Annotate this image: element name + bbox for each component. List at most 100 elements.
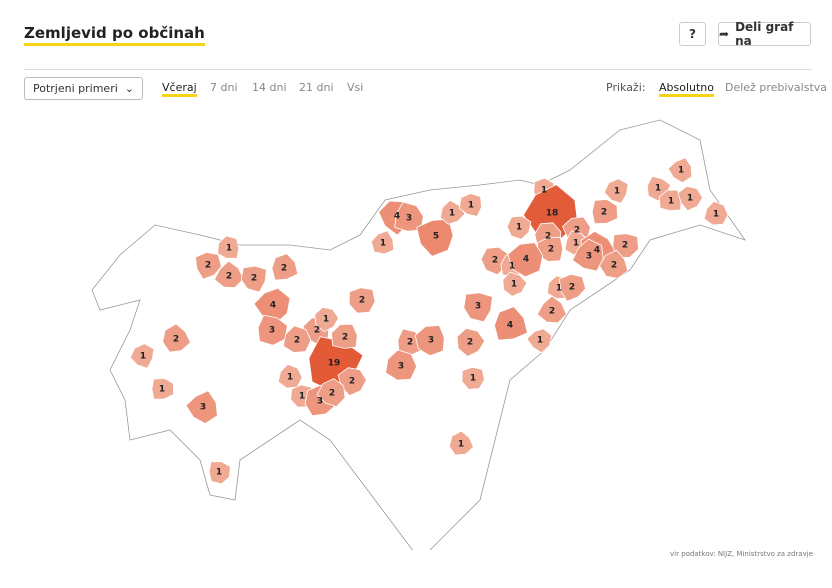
- share-label: Deli graf na: [735, 20, 794, 48]
- municipality[interactable]: [658, 189, 682, 212]
- municipality-value: 1: [614, 187, 620, 197]
- municipality[interactable]: [463, 292, 493, 323]
- municipality[interactable]: [612, 233, 640, 259]
- municipality-value: 2: [359, 296, 365, 306]
- period-tab[interactable]: Včeraj: [162, 81, 197, 97]
- municipality[interactable]: [506, 215, 532, 240]
- municipality[interactable]: [330, 323, 358, 349]
- source-note: vir podatkov: NIJZ, Ministrstvo za zdrav…: [670, 550, 813, 558]
- municipality-value: 3: [586, 252, 592, 262]
- municipality-value: 2: [569, 283, 575, 293]
- municipality[interactable]: [703, 200, 729, 226]
- municipality[interactable]: [151, 377, 175, 400]
- municipality[interactable]: [213, 260, 244, 289]
- municipality-value: 1: [509, 262, 515, 272]
- municipality-value: 1: [226, 244, 232, 254]
- municipality[interactable]: [461, 366, 485, 390]
- metric-select[interactable]: Potrjeni primeri ⌄: [24, 77, 143, 100]
- municipality[interactable]: [129, 343, 155, 369]
- period-tab[interactable]: 7 dni: [210, 81, 238, 94]
- municipality-value: 19: [328, 359, 341, 369]
- municipality-value: 2: [314, 326, 320, 336]
- municipality[interactable]: [348, 287, 376, 314]
- municipality[interactable]: [416, 218, 454, 257]
- municipality[interactable]: [208, 461, 231, 485]
- mode-tab[interactable]: Delež prebivalstva: [725, 81, 828, 94]
- share-button[interactable]: ➦ Deli graf na: [718, 20, 811, 48]
- municipality-value: 1: [159, 385, 165, 395]
- municipality[interactable]: [316, 378, 346, 408]
- municipality-value: 2: [329, 389, 335, 399]
- municipality[interactable]: [559, 273, 587, 302]
- mode-tab[interactable]: Absolutno: [659, 81, 715, 97]
- municipality-value: 1: [458, 440, 464, 450]
- period-tab[interactable]: Vsi: [347, 81, 364, 94]
- municipality-value: 1: [287, 373, 293, 383]
- municipality[interactable]: [414, 324, 445, 357]
- municipality[interactable]: [162, 323, 191, 353]
- municipality-value: 2: [205, 261, 211, 271]
- municipality-value: 1: [668, 197, 674, 207]
- municipality[interactable]: [337, 367, 367, 397]
- municipality-value: 2: [281, 264, 287, 274]
- municipality-value: 1: [687, 194, 693, 204]
- municipality[interactable]: [185, 390, 218, 425]
- municipality[interactable]: [314, 306, 340, 333]
- municipality-value: 2: [622, 241, 628, 251]
- municipality[interactable]: [507, 242, 544, 278]
- municipality[interactable]: [456, 327, 486, 357]
- municipality-value: 3: [398, 362, 404, 372]
- municipality-value: 2: [492, 256, 498, 266]
- municipality-value: 4: [523, 255, 529, 265]
- municipality-value: 2: [407, 338, 413, 348]
- municipality[interactable]: [502, 271, 528, 297]
- municipality-value: 2: [349, 377, 355, 387]
- municipality[interactable]: [217, 235, 240, 259]
- municipality-value: 1: [537, 336, 543, 346]
- municipality-value: 1: [449, 209, 455, 219]
- divider: [24, 69, 812, 70]
- municipality-value: 4: [594, 246, 600, 256]
- municipality-value: 1: [541, 186, 547, 196]
- municipality-value: 18: [546, 209, 559, 219]
- municipality-value: 1: [713, 210, 719, 220]
- chevron: ⌄: [124, 82, 134, 95]
- municipality-value: 1: [140, 352, 146, 362]
- municipality[interactable]: [439, 199, 466, 225]
- municipality[interactable]: [385, 349, 418, 381]
- municipality[interactable]: [677, 185, 704, 212]
- municipality[interactable]: [536, 295, 567, 324]
- municipality[interactable]: [257, 314, 288, 346]
- municipality-value: 3: [406, 214, 412, 224]
- municipality[interactable]: [526, 328, 553, 354]
- municipality-value: 1: [511, 280, 517, 290]
- municipality[interactable]: [282, 325, 312, 354]
- municipality[interactable]: [493, 306, 528, 341]
- municipality[interactable]: [370, 230, 395, 255]
- municipality[interactable]: [591, 199, 618, 225]
- period-tab[interactable]: 14 dni: [252, 81, 287, 94]
- municipality[interactable]: [667, 157, 693, 184]
- help-button[interactable]: ?: [679, 22, 706, 46]
- municipality-value: 3: [200, 403, 206, 413]
- municipality[interactable]: [458, 193, 483, 217]
- municipality-value: 1: [516, 223, 522, 233]
- municipality-value: 4: [394, 212, 400, 222]
- municipality-value: 2: [548, 245, 554, 255]
- period-tab[interactable]: 21 dni: [299, 81, 334, 94]
- municipality[interactable]: [277, 363, 303, 389]
- municipality[interactable]: [448, 430, 474, 456]
- municipality-value: 4: [507, 321, 513, 331]
- municipality-value: 1: [380, 239, 386, 249]
- municipality-value: 2: [342, 333, 348, 343]
- municipality[interactable]: [240, 265, 267, 293]
- municipality[interactable]: [271, 253, 299, 281]
- municipality-value: 2: [545, 232, 551, 242]
- municipality-value: 2: [173, 335, 179, 345]
- municipality[interactable]: [603, 178, 629, 204]
- municipality[interactable]: [194, 251, 222, 280]
- show-label: Prikaži:: [606, 81, 646, 94]
- municipality[interactable]: [599, 249, 629, 279]
